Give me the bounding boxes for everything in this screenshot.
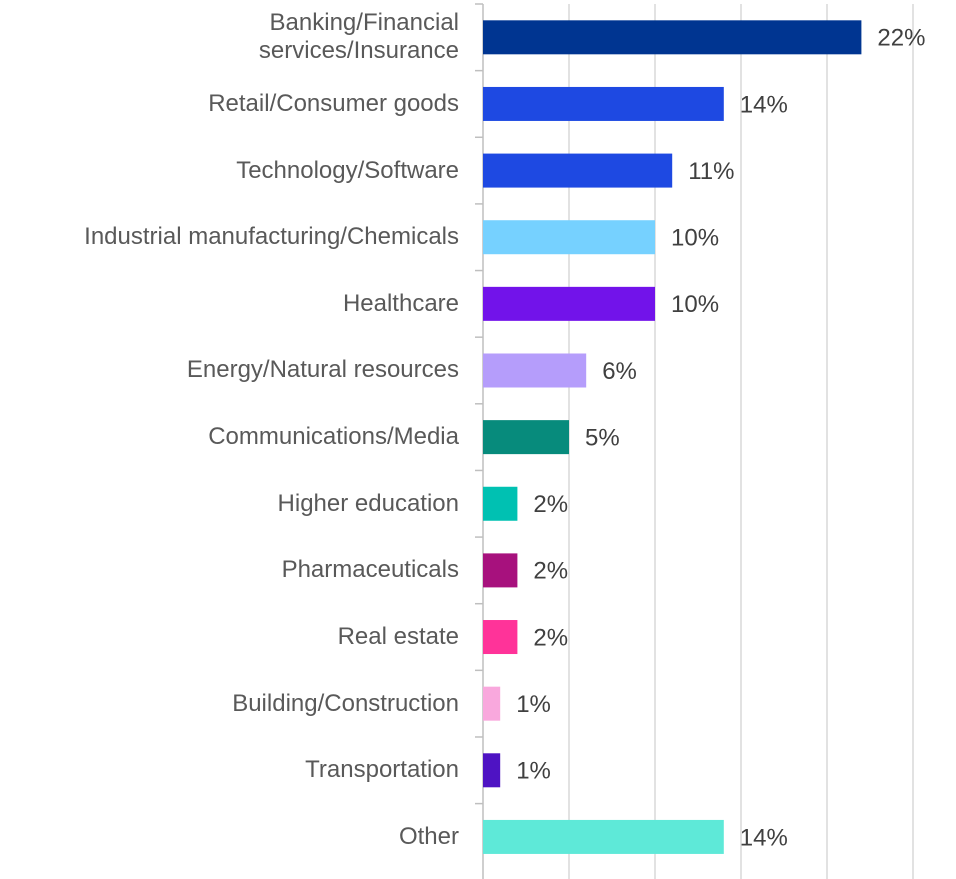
bar: [483, 420, 569, 455]
bar: [483, 553, 518, 588]
value-label: 11%: [688, 158, 734, 185]
bar: [483, 353, 587, 388]
value-label: 22%: [877, 25, 925, 52]
bar: [483, 686, 501, 721]
bar: [483, 20, 862, 55]
value-label: 5%: [585, 424, 620, 451]
category-label: Communications/Media: [208, 423, 459, 451]
value-label: 1%: [516, 758, 551, 785]
bar: [483, 86, 724, 121]
bar: [483, 153, 673, 188]
category-label: Retail/Consumer goods: [208, 89, 459, 117]
category-label: Transportation: [305, 756, 459, 784]
category-label: Real estate: [337, 623, 459, 651]
category-label: Higher education: [277, 489, 459, 517]
value-label: 2%: [533, 624, 568, 651]
value-label: 1%: [516, 691, 551, 718]
bar: [483, 620, 518, 655]
category-label: Building/Construction: [232, 689, 459, 717]
value-label: 10%: [671, 291, 719, 318]
category-label: Banking/Financial services/Insurance: [258, 9, 459, 65]
bar: [483, 753, 501, 788]
value-label: 14%: [740, 824, 788, 851]
category-label: Technology/Software: [236, 156, 459, 184]
value-label: 2%: [533, 558, 568, 585]
category-label: Pharmaceuticals: [281, 556, 459, 584]
bar: [483, 819, 724, 854]
value-label: 6%: [602, 358, 637, 385]
value-label: 14%: [740, 91, 788, 118]
category-label: Energy/Natural resources: [186, 356, 459, 384]
category-label: Other: [398, 822, 459, 850]
category-label: Industrial manufacturing/Chemicals: [84, 223, 459, 251]
bar: [483, 486, 518, 521]
value-label: 10%: [671, 225, 719, 252]
bar: [483, 220, 655, 255]
bar: [483, 286, 655, 321]
category-label: Healthcare: [342, 289, 459, 317]
value-label: 2%: [533, 491, 568, 518]
